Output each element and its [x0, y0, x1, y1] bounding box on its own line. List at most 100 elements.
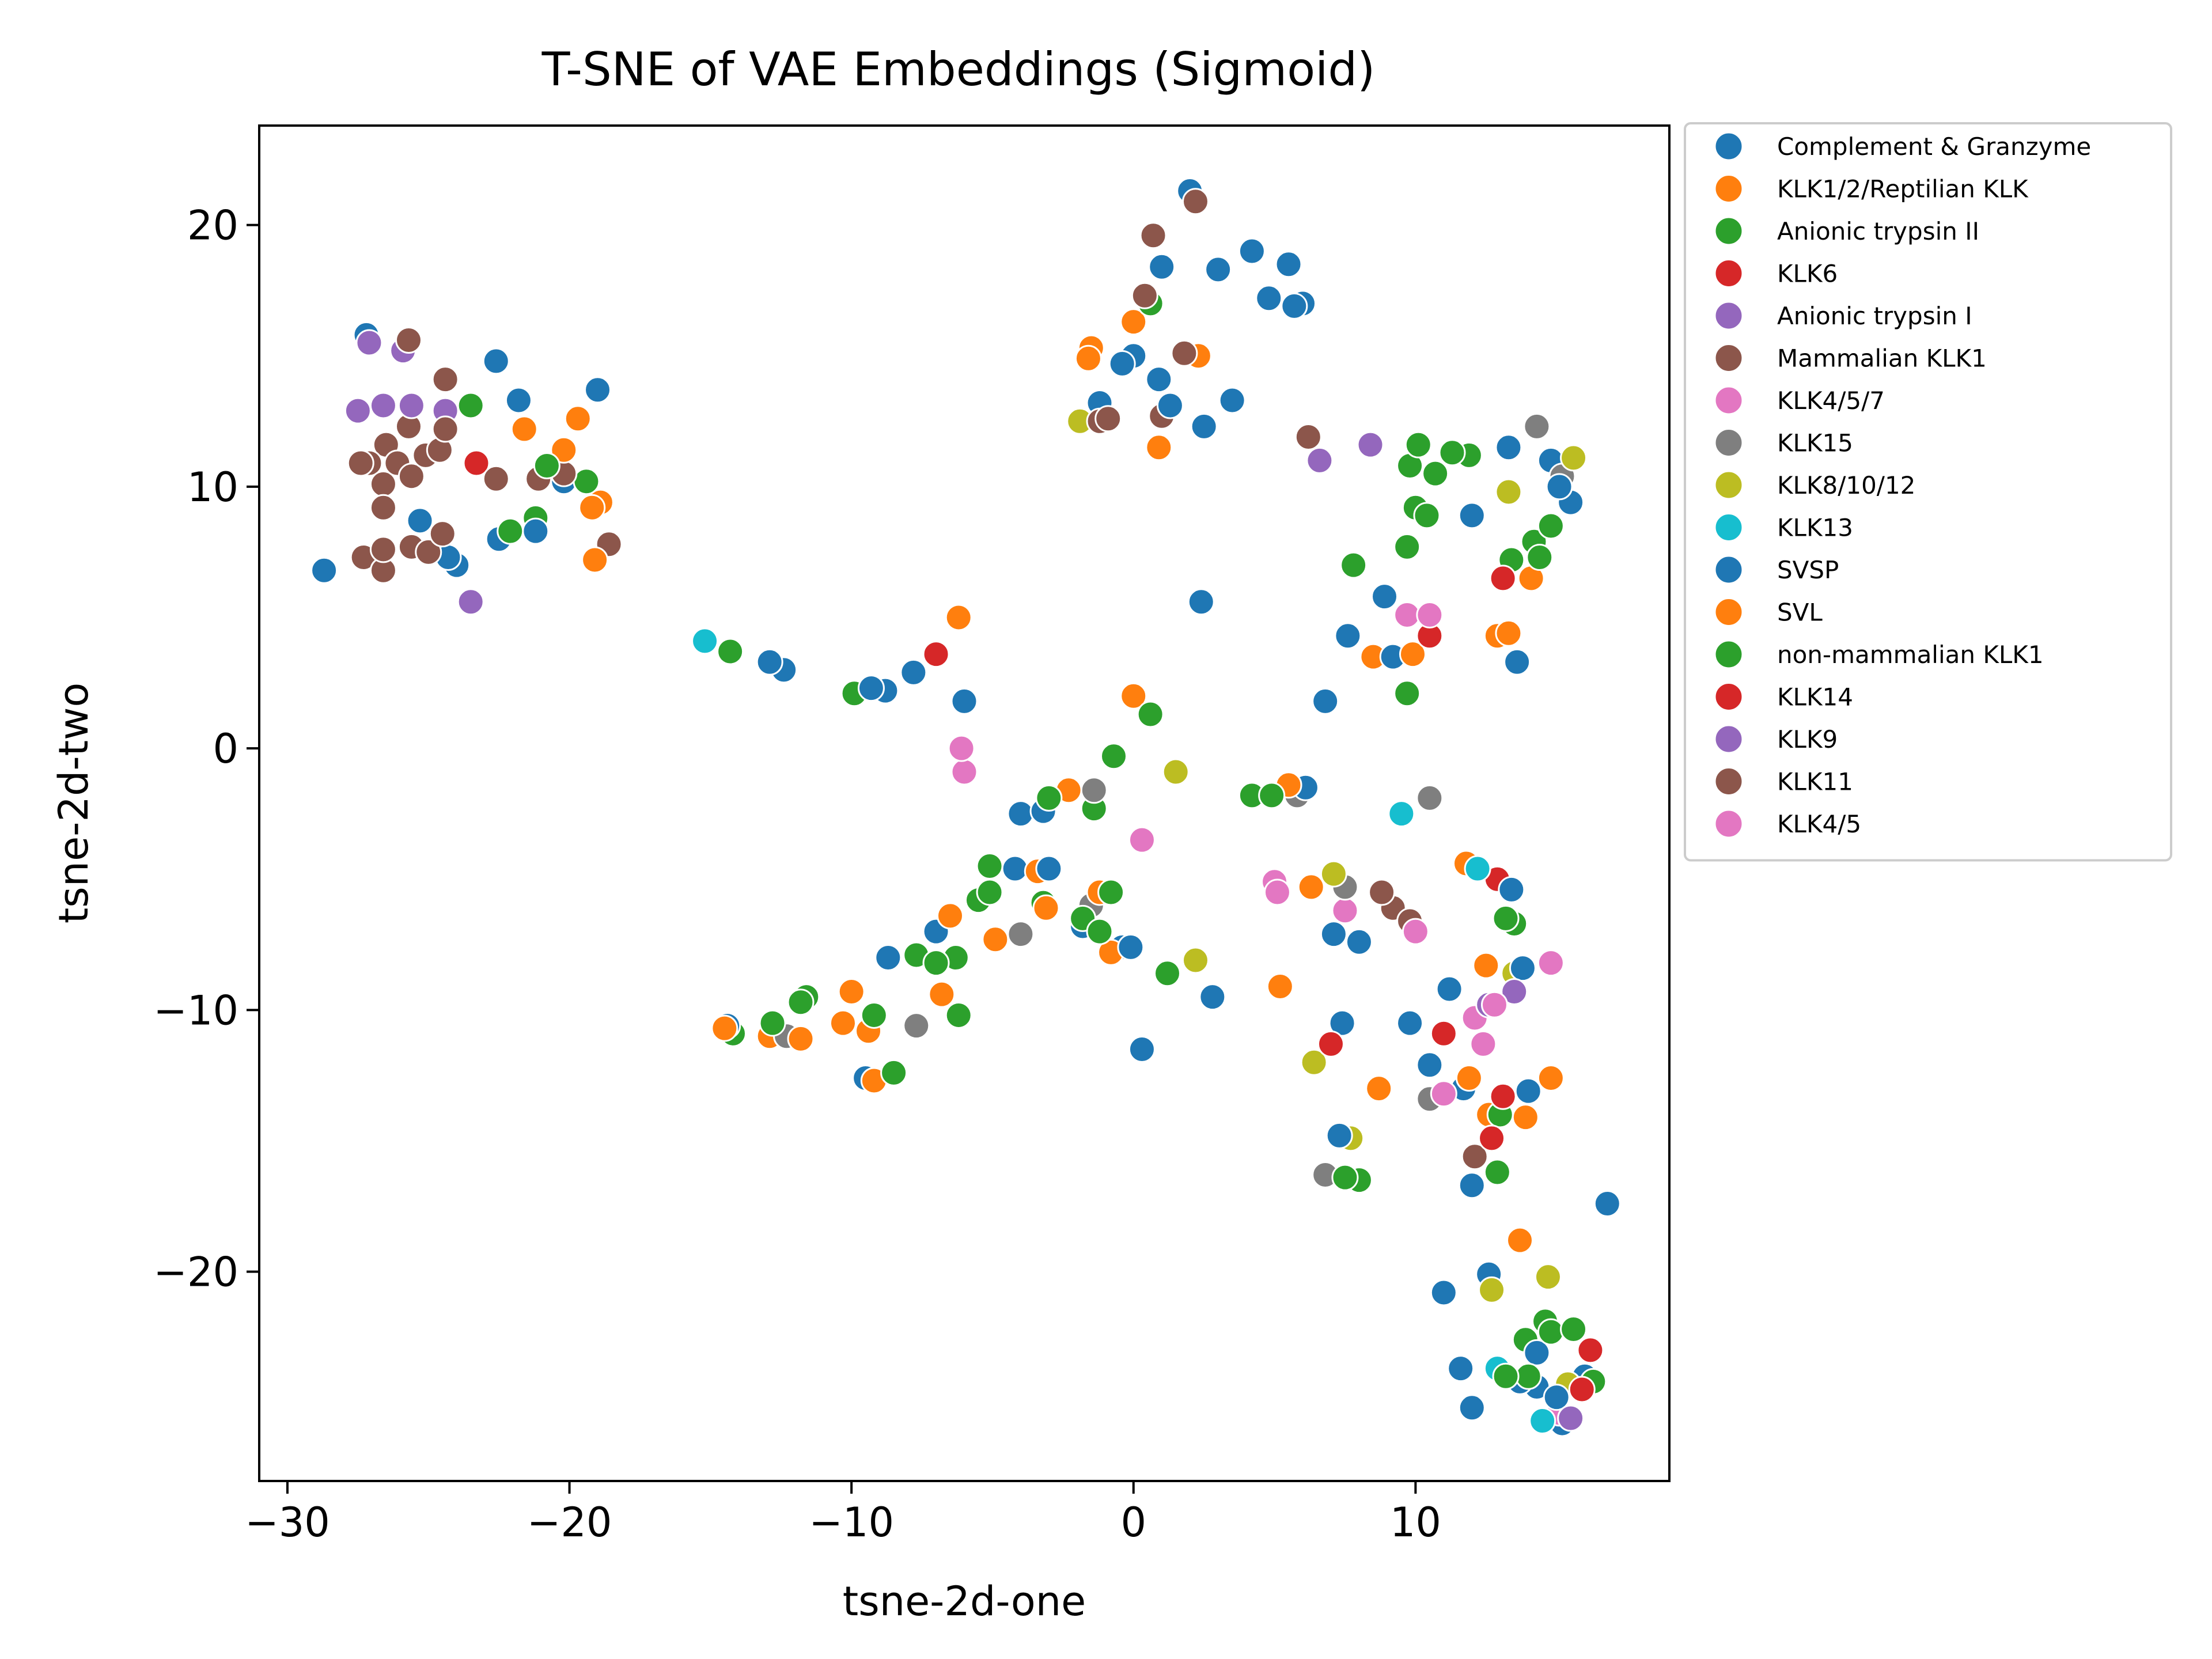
legend-marker	[1714, 513, 1744, 542]
scatter-point	[1371, 583, 1399, 611]
legend-marker	[1714, 385, 1744, 415]
scatter-point	[1255, 285, 1283, 312]
scatter-point	[1263, 878, 1291, 906]
scatter-point	[1537, 512, 1565, 540]
scatter-point	[1357, 431, 1384, 459]
scatter-point	[1258, 782, 1286, 809]
scatter-point	[1120, 682, 1147, 710]
scatter-point	[1086, 918, 1113, 945]
scatter-point	[1464, 855, 1491, 882]
y-tick-label: −10	[153, 987, 238, 1034]
scatter-point	[1393, 680, 1421, 707]
scatter-point	[1498, 876, 1525, 903]
scatter-point	[691, 627, 719, 655]
scatter-point	[1509, 955, 1536, 982]
scatter-point	[431, 366, 459, 393]
scatter-point	[1331, 897, 1359, 925]
scatter-point	[1074, 344, 1102, 372]
scatter-point	[573, 468, 600, 495]
scatter-point	[1139, 222, 1167, 249]
legend-marker	[1714, 682, 1744, 711]
scatter-point	[1546, 473, 1573, 501]
scatter-point	[355, 329, 383, 357]
scatter-point	[976, 853, 1003, 880]
scatter-point	[945, 1001, 972, 1029]
scatter-point	[1120, 308, 1147, 336]
scatter-point	[1317, 1030, 1344, 1058]
scatter-point	[1402, 918, 1429, 945]
scatter-point	[1137, 700, 1164, 728]
scatter-point	[950, 758, 978, 786]
scatter-point	[1461, 1143, 1488, 1171]
scatter-point	[369, 392, 397, 419]
scatter-point	[1334, 622, 1362, 650]
scatter-point	[1393, 601, 1421, 628]
scatter-point	[857, 675, 885, 702]
scatter-point	[1094, 405, 1122, 433]
scatter-point	[1100, 743, 1127, 770]
scatter-point	[1396, 1009, 1424, 1037]
scatter-point	[711, 1014, 738, 1042]
scatter-point	[1007, 800, 1035, 828]
scatter-point	[874, 944, 902, 972]
scatter-point	[1325, 1122, 1353, 1149]
scatter-point	[1345, 928, 1373, 956]
scatter-point	[1306, 446, 1334, 474]
scatter-point	[756, 648, 783, 676]
scatter-point	[1080, 777, 1108, 804]
scatter-point	[1447, 1355, 1475, 1382]
scatter-point	[860, 1001, 888, 1029]
y-tick-label: 10	[187, 464, 238, 511]
scatter-point	[1478, 1276, 1506, 1304]
scatter-point	[1416, 784, 1444, 812]
scatter-point	[344, 397, 372, 425]
scatter-point	[1430, 1080, 1457, 1108]
scatter-point	[787, 988, 815, 1016]
legend-label: SVL	[1777, 599, 1823, 627]
scatter-point	[1413, 502, 1441, 529]
legend-label: KLK15	[1777, 429, 1853, 457]
legend-marker	[1714, 428, 1744, 457]
scatter-point	[922, 949, 950, 977]
scatter-point	[1294, 423, 1322, 451]
scatter-point	[397, 392, 425, 419]
scatter-point	[1514, 1362, 1542, 1390]
scatter-point	[1300, 1048, 1328, 1076]
scatter-point	[1523, 1339, 1551, 1366]
legend-label: Anionic trypsin II	[1777, 217, 1979, 245]
scatter-point	[1416, 601, 1444, 628]
scatter-point	[1495, 478, 1522, 506]
scatter-point	[1154, 960, 1181, 987]
scatter-point	[1560, 444, 1588, 472]
legend-marker	[1714, 174, 1744, 203]
scatter-point	[1492, 1362, 1520, 1390]
scatter-point	[1328, 1009, 1356, 1037]
scatter-point	[1506, 1226, 1534, 1254]
legend-box	[1684, 122, 2172, 862]
legend-label: KLK4/5	[1777, 810, 1861, 838]
plot-frame	[258, 124, 1671, 1482]
scatter-point	[1469, 1030, 1497, 1058]
scatter-point	[584, 376, 612, 404]
scatter-point	[945, 604, 972, 631]
legend-marker	[1714, 555, 1744, 585]
scatter-point	[1320, 921, 1347, 948]
scatter-point	[1492, 904, 1520, 932]
scatter-point	[581, 546, 609, 574]
scatter-point	[1032, 894, 1060, 922]
scatter-point	[1430, 1279, 1457, 1306]
legend-marker	[1714, 470, 1744, 500]
scatter-point	[1543, 1384, 1570, 1411]
scatter-point	[1035, 784, 1063, 812]
scatter-point	[1514, 1077, 1542, 1105]
scatter-point	[1495, 619, 1522, 647]
scatter-point	[928, 980, 956, 1008]
scatter-point	[1281, 292, 1308, 320]
legend: Complement & Granzyme KLK1/2/Reptilian KL…	[1684, 122, 2172, 862]
legend-label: KLK9	[1777, 725, 1838, 753]
scatter-point	[369, 536, 397, 563]
scatter-point	[1560, 1316, 1588, 1343]
scatter-point	[1438, 439, 1466, 467]
legend-marker	[1714, 131, 1744, 161]
scatter-point	[533, 452, 560, 480]
